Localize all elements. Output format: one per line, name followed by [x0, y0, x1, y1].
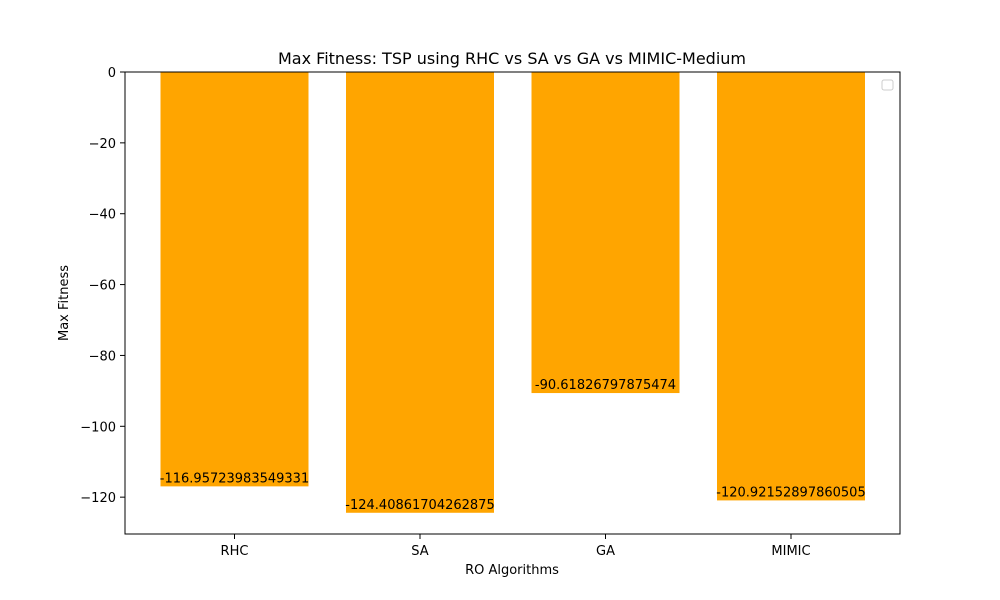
- x-tick-label-mimic: MIMIC: [771, 544, 810, 559]
- legend-box: [881, 79, 894, 91]
- bars-group: [160, 72, 865, 513]
- x-tick-label-rhc: RHC: [221, 544, 249, 559]
- x-axis-label: RO Algorithms: [465, 563, 559, 578]
- x-tick-label-ga: GA: [596, 544, 615, 559]
- y-axis-label: Max Fitness: [57, 265, 72, 341]
- y-tick-label: −40: [89, 208, 116, 223]
- value-label-mimic: -120.92152897860505: [716, 485, 865, 500]
- y-tick-label: −20: [89, 137, 116, 152]
- y-tick-label: −60: [89, 279, 116, 294]
- x-axis: RHC SA GA MIMIC: [221, 534, 811, 559]
- y-tick-label: 0: [108, 66, 116, 81]
- y-axis: 0 −20 −40 −60 −80 −100 −120: [80, 66, 125, 506]
- value-label-rhc: -116.95723983549331: [160, 471, 309, 486]
- y-tick-label: −80: [89, 349, 116, 364]
- value-labels-group: -116.95723983549331 -124.40861704262875 -9…: [160, 378, 866, 513]
- y-tick-label: −120: [80, 491, 116, 506]
- chart-title: Max Fitness: TSP using RHC vs SA vs GA v…: [278, 49, 746, 68]
- bar-mimic: [717, 72, 865, 501]
- bar-ga: [531, 72, 680, 394]
- value-label-sa: -124.40861704262875: [345, 498, 494, 513]
- plot-frame: [124, 71, 901, 535]
- y-tick-label: −100: [80, 420, 116, 435]
- bar-rhc: [160, 72, 309, 487]
- x-tick-label-sa: SA: [411, 544, 428, 559]
- value-label-ga: -90.61826797875474: [535, 378, 676, 393]
- bar-sa: [346, 72, 494, 513]
